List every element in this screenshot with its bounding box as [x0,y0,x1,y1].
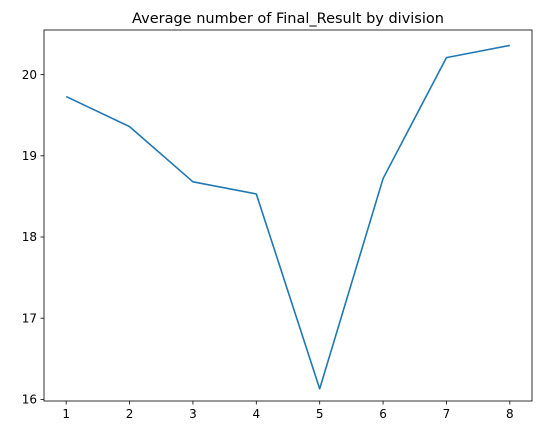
y-axis: 16 17 18 19 20 [22,68,44,407]
x-tick-label: 2 [126,407,134,421]
data-point [382,178,384,180]
series-line [65,44,510,390]
y-tick-label: 19 [22,149,37,163]
x-tick-label: 6 [379,407,387,421]
series-points [65,45,510,390]
data-point [65,96,67,98]
x-tick-label: 3 [189,407,197,421]
x-tick-label: 8 [506,407,514,421]
data-point [129,126,131,128]
x-tick-label: 4 [252,407,260,421]
data-point [192,181,194,183]
y-tick-label: 20 [22,68,37,82]
axes-frame [43,29,533,402]
y-tick-label: 17 [22,311,37,325]
data-point [446,57,448,59]
x-tick-label: 7 [443,407,451,421]
data-point [319,388,321,390]
data-point [509,45,511,47]
plot-area: 1 2 3 4 5 6 7 8 16 17 18 19 20 [22,29,533,421]
data-point [256,193,258,195]
y-tick-label: 18 [22,230,37,244]
x-tick-label: 5 [316,407,324,421]
x-tick-label: 1 [62,407,70,421]
chart-title: Average number of Final_Result by divisi… [132,11,444,27]
x-axis: 1 2 3 4 5 6 7 8 [62,401,514,421]
y-tick-label: 16 [22,393,37,407]
